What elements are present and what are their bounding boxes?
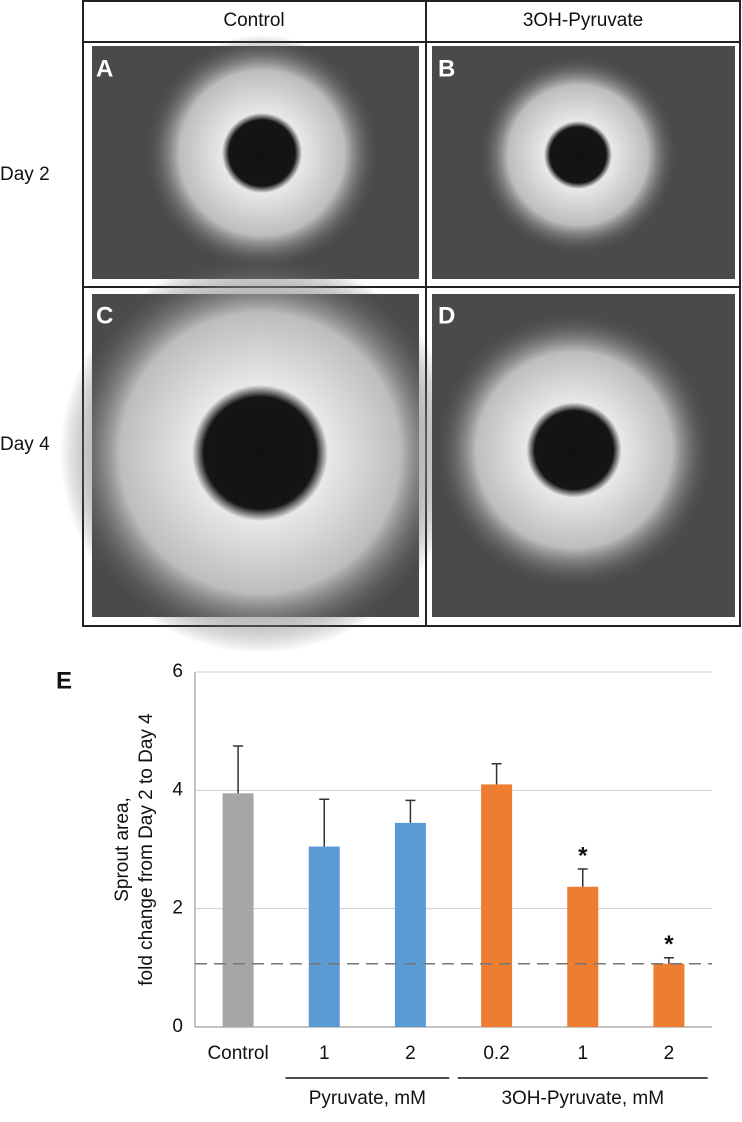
row-label: Day 4: [0, 434, 50, 455]
bar: [481, 784, 513, 1027]
panel-letter: B: [438, 55, 455, 82]
group-label: Pyruvate, mM: [309, 1088, 426, 1109]
spheroid: [144, 35, 380, 271]
spheroid: [434, 310, 714, 590]
significance-marker: *: [664, 931, 674, 958]
row-label: Day 2: [0, 164, 50, 185]
group-label: 3OH-Pyruvate, mM: [501, 1088, 664, 1109]
column-label: Control: [223, 10, 284, 31]
y-axis-label: Sprout area, fold change from Day 2 to Da…: [112, 713, 157, 986]
error-bar: [663, 957, 674, 964]
panel-letter: C: [96, 302, 113, 329]
bar: [394, 822, 426, 1027]
y-tick-label: 6: [172, 661, 183, 682]
x-tick-label: 2: [405, 1043, 416, 1064]
x-tick-label: 2: [664, 1043, 675, 1064]
x-tick-label: 1: [319, 1043, 330, 1064]
y-axis-label-line: Sprout area,: [112, 797, 133, 902]
bar: [222, 793, 254, 1027]
y-tick-label: 2: [172, 898, 183, 919]
x-tick-label: 1: [577, 1043, 588, 1064]
bar: [308, 846, 340, 1027]
x-tick-label: 0.2: [483, 1043, 509, 1064]
y-axis-label-line: fold change from Day 2 to Day 4: [136, 713, 157, 986]
image-grid: Control 3OH-Pyruvate Day 2 Day 4 A B C D: [0, 0, 741, 653]
error-bar: [319, 798, 330, 847]
spheroid: [478, 55, 678, 255]
spheroid: [60, 253, 460, 653]
y-tick-label: 4: [172, 779, 183, 800]
y-tick-label: 0: [172, 1016, 183, 1037]
significance-marker: *: [578, 842, 588, 869]
error-bar: [405, 799, 416, 823]
column-label: 3OH-Pyruvate: [523, 10, 643, 31]
error-bar: [233, 745, 244, 794]
x-tick-label: Control: [207, 1043, 268, 1064]
error-bar: [577, 868, 588, 887]
panel-letter: E: [56, 667, 72, 694]
bar-chart: E 0 2 4 6 Sprout area, fold change from Day 2…: [56, 661, 712, 1109]
panel-letter: D: [438, 302, 455, 329]
error-bar: [491, 762, 502, 785]
bar: [653, 963, 685, 1027]
bar: [567, 886, 599, 1027]
grid-border: [82, 0, 741, 627]
panel-letter: A: [96, 55, 113, 82]
